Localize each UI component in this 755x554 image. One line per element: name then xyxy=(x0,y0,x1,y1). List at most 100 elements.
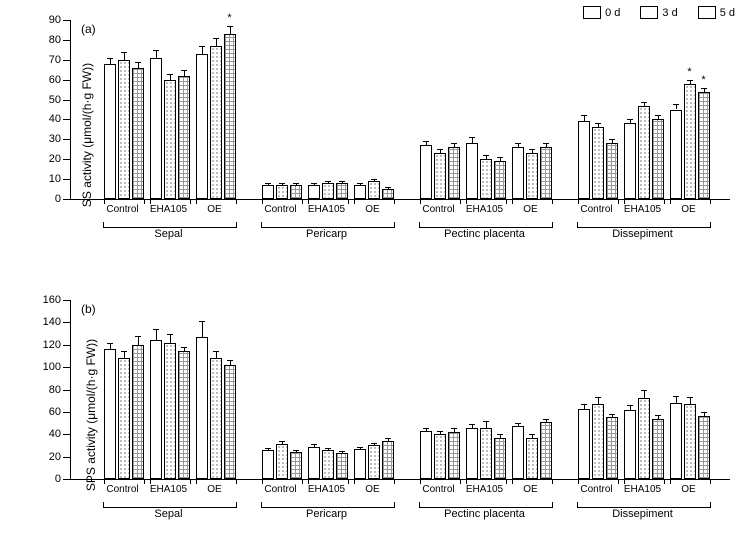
ytick xyxy=(63,100,71,101)
bar xyxy=(652,119,664,199)
bar xyxy=(150,340,162,479)
bar xyxy=(684,404,696,479)
bar xyxy=(592,127,604,199)
legend-entry-3d: 3 d xyxy=(640,6,677,19)
error-cap xyxy=(265,448,271,449)
bar xyxy=(210,358,222,479)
bar xyxy=(526,438,538,479)
error-bar xyxy=(170,334,171,343)
treatment-label: EHA105 xyxy=(307,204,347,215)
tissue-label: Pericarp xyxy=(261,508,393,520)
plot-b: (b) 020406080100120140160 xyxy=(70,300,730,480)
ytick xyxy=(63,80,71,81)
error-bar xyxy=(124,351,125,358)
ytick xyxy=(63,300,71,301)
legend-entry-0d: 0 d xyxy=(583,6,620,19)
error-cap xyxy=(595,123,601,124)
ytick-label: 40 xyxy=(49,428,61,440)
error-cap xyxy=(213,38,219,39)
bar xyxy=(368,181,380,199)
ytick-label: 120 xyxy=(43,339,61,351)
bar xyxy=(624,410,636,479)
bar xyxy=(494,161,506,199)
ytick-label: 50 xyxy=(49,94,61,106)
ytick-label: 10 xyxy=(49,173,61,185)
error-cap xyxy=(357,183,363,184)
error-cap xyxy=(483,155,489,156)
error-cap xyxy=(641,102,647,103)
error-cap xyxy=(339,451,345,452)
bar xyxy=(512,426,524,479)
ytick xyxy=(63,119,71,120)
error-cap xyxy=(279,183,285,184)
treatment-label: Control xyxy=(103,484,143,495)
error-cap xyxy=(371,179,377,180)
legend-swatch-5d xyxy=(698,6,716,19)
bar xyxy=(308,185,320,199)
ytick-label: 80 xyxy=(49,34,61,46)
error-cap xyxy=(609,139,615,140)
error-bar xyxy=(216,38,217,46)
error-cap xyxy=(325,181,331,182)
xaxis-b: ControlEHA105OESepalControlEHA105OEPeric… xyxy=(70,480,730,530)
bar xyxy=(512,147,524,199)
error-cap xyxy=(121,351,127,352)
ytick xyxy=(63,367,71,368)
legend-label-5d: 5 d xyxy=(720,7,735,19)
bar xyxy=(178,76,190,199)
bar xyxy=(540,422,552,479)
bar xyxy=(150,58,162,199)
error-cap xyxy=(655,415,661,416)
legend: 0 d 3 d 5 d xyxy=(583,6,735,19)
treatment-label: EHA105 xyxy=(149,204,189,215)
error-cap xyxy=(385,438,391,439)
legend-label-3d: 3 d xyxy=(662,7,677,19)
bar xyxy=(578,409,590,479)
bar xyxy=(606,143,618,199)
bar xyxy=(638,398,650,479)
error-cap xyxy=(627,119,633,120)
ytick-label: 20 xyxy=(49,153,61,165)
error-cap xyxy=(167,74,173,75)
bar xyxy=(354,449,366,479)
ytick xyxy=(63,390,71,391)
tissue-label: Pericarp xyxy=(261,228,393,240)
ytick-label: 160 xyxy=(43,294,61,306)
error-bar xyxy=(202,321,203,337)
tissue-label: Pectinc placenta xyxy=(419,508,551,520)
treatment-label: OE xyxy=(511,204,551,215)
error-cap xyxy=(153,329,159,330)
ytick xyxy=(63,179,71,180)
error-cap xyxy=(543,143,549,144)
legend-entry-5d: 5 d xyxy=(698,6,735,19)
bar xyxy=(262,450,274,479)
tissue-label: Dissepiment xyxy=(577,508,709,520)
treatment-label: EHA105 xyxy=(465,484,505,495)
error-cap xyxy=(339,181,345,182)
bar xyxy=(196,54,208,199)
bar xyxy=(276,444,288,479)
bar xyxy=(132,345,144,479)
bar xyxy=(322,450,334,479)
error-cap xyxy=(469,137,475,138)
error-cap xyxy=(167,334,173,335)
ytick-label: 80 xyxy=(49,384,61,396)
error-bar xyxy=(202,46,203,54)
error-cap xyxy=(227,360,233,361)
error-cap xyxy=(655,115,661,116)
treatment-label: Control xyxy=(577,484,617,495)
bar xyxy=(592,404,604,479)
bar xyxy=(466,428,478,479)
error-cap xyxy=(515,143,521,144)
bar xyxy=(276,185,288,199)
bar xyxy=(368,445,380,479)
legend-label-0d: 0 d xyxy=(605,7,620,19)
bar xyxy=(578,121,590,199)
error-cap xyxy=(543,419,549,420)
error-cap xyxy=(371,443,377,444)
bar xyxy=(224,365,236,479)
error-cap xyxy=(451,143,457,144)
bar xyxy=(382,189,394,199)
error-cap xyxy=(627,405,633,406)
bar xyxy=(196,337,208,479)
